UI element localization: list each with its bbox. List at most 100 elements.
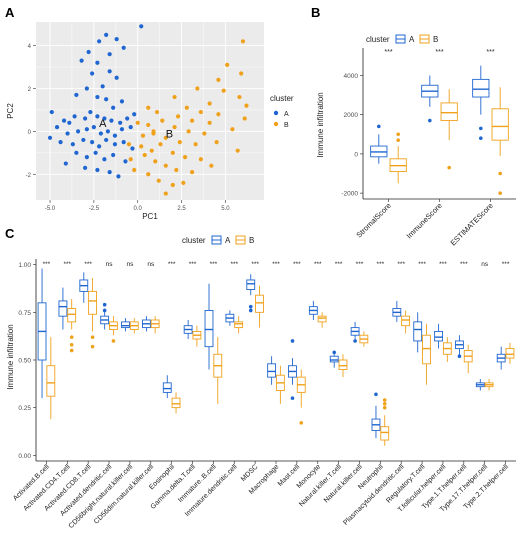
panel-a-point-a — [93, 150, 98, 155]
panel-c-b-iqr — [234, 321, 244, 329]
panel-a-point-a — [95, 167, 100, 173]
panel-a-point-b — [221, 88, 226, 93]
panel-a-point-a — [104, 137, 109, 143]
panel-a-point-a — [109, 118, 114, 123]
panel-a-point-b — [181, 180, 186, 185]
panel-a-point-a — [84, 86, 89, 91]
panel-a-point-a — [119, 99, 125, 104]
panel-a-point-a — [125, 116, 130, 121]
panel-c-a-box — [475, 379, 485, 391]
panel-a-point-b — [132, 167, 137, 173]
panel-b-axes: -2000 0 2000 4000 — [341, 48, 516, 200]
panel-a-plot-background — [36, 22, 264, 200]
panel-c-letter: C — [5, 226, 15, 241]
panel-a-point-a — [118, 120, 123, 125]
panel-c-b-box — [338, 354, 348, 378]
panel-c-b-box — [317, 312, 327, 328]
panel-a-point-a — [63, 161, 68, 166]
panel-a-legend-title: cluster — [270, 94, 294, 103]
panel-c-b-iqr — [46, 365, 56, 397]
panel-c-b-iqr — [505, 348, 515, 359]
panel-b-a-box — [421, 75, 439, 123]
panel-a-point-b — [128, 157, 133, 162]
panel-a-point-a — [95, 60, 100, 65]
panel-a-point-a — [67, 120, 72, 125]
panel-c-a-box — [37, 268, 47, 399]
panel-a-point-b — [151, 129, 156, 134]
panel-c-a-box — [246, 274, 256, 313]
panel-b-y-tick-label: 4000 — [344, 73, 359, 80]
panel-a-point-b — [195, 86, 200, 91]
panel-b-b-iqr — [440, 102, 458, 122]
panel-c-significance-label: *** — [439, 261, 447, 268]
panel-a-point-b — [146, 172, 151, 177]
panel-c-a-iqr — [58, 300, 68, 317]
panel-c-b-box — [88, 278, 97, 349]
panel-a-point-b — [177, 139, 182, 145]
panel-c-b-iqr — [317, 315, 327, 323]
panel-c-b-outlier — [111, 339, 116, 343]
panel-b-y-tick-label: 0 — [354, 151, 358, 158]
panel-a-point-b — [207, 101, 212, 106]
panel-a-point-a — [100, 84, 105, 89]
panel-a-point-a — [49, 109, 54, 115]
panel-c-significance-label: *** — [189, 261, 197, 268]
panel-b-b-box — [440, 89, 458, 170]
panel-c-a-iqr — [413, 321, 423, 342]
panel-c-significance-label: *** — [84, 261, 92, 268]
panel-a-point-a — [74, 92, 79, 98]
panel-a-point-a — [97, 144, 102, 149]
panel-a-centroid-label-a: A — [99, 118, 107, 130]
panel-c-b-box — [213, 337, 223, 404]
panel-c-b-outlier — [299, 421, 304, 425]
panel-a-point-b — [207, 120, 212, 125]
panel-c-significance-label: ns — [106, 261, 114, 268]
panel-a-point-a — [139, 24, 144, 29]
panel-c-b-box — [463, 344, 473, 374]
panel-b-legend: cluster A B — [366, 34, 438, 44]
panel-c-significance-label: *** — [210, 261, 218, 268]
panel-c-a-iqr — [121, 321, 130, 329]
panel-a-grid — [36, 22, 264, 200]
panel-a-point-b — [163, 135, 168, 140]
panel-a-point-a — [47, 135, 53, 140]
panel-c-a-box — [308, 300, 318, 320]
panel-a-point-a — [132, 112, 137, 117]
panel-a-ticks: -5.0 -2.5 0.0 2.5 5.0 -2 0 2 4 — [26, 44, 231, 212]
panel-c-y-tick-label: 0.75 — [18, 310, 31, 317]
panel-a-point-b — [244, 103, 249, 108]
panel-c-y-tick-label: 0.50 — [18, 358, 31, 365]
panel-c-b-box — [401, 310, 411, 334]
panel-a-y-tick-label: -2 — [26, 173, 32, 179]
panel-a-point-b — [216, 77, 221, 83]
panel-c-legend: cluster A B — [182, 235, 254, 245]
panel-a-point-b — [153, 159, 158, 164]
panel-b-b-box — [389, 132, 407, 184]
panel-a-point-b — [189, 170, 195, 175]
panel-a-point-b — [174, 167, 179, 173]
panel-c-b-outlier — [382, 405, 387, 410]
panel-a-point-a — [54, 124, 60, 130]
panel-a-point-a — [107, 52, 112, 57]
panel-b-boxplot: B cluster A B Immune infiltration -2000 0… — [311, 5, 516, 247]
panel-a-point-b — [230, 127, 235, 132]
panel-c-b-outlier — [69, 335, 74, 339]
panel-c-legend-title: cluster — [182, 236, 206, 245]
panel-c-a-outlier — [290, 396, 295, 400]
panel-a-point-a — [121, 139, 126, 145]
panel-a-point-a — [107, 69, 112, 74]
panel-a-point-b — [158, 142, 163, 147]
panel-a-point-b — [142, 152, 147, 158]
panel-a-point-a — [58, 139, 63, 145]
panel-c-b-outlier — [90, 344, 95, 349]
panel-c-significance-label: *** — [43, 261, 51, 268]
panel-a-point-a — [123, 159, 128, 164]
panel-c-b-iqr — [380, 426, 390, 441]
panel-c-a-outlier — [248, 304, 253, 309]
panel-c-a-outlier — [248, 308, 253, 313]
panel-c-legend-label-b: B — [249, 236, 254, 245]
panel-a-point-a — [111, 152, 116, 158]
panel-a-x-tick-label: -5.0 — [45, 206, 56, 212]
panel-c-y-tick-label: 0.25 — [18, 405, 31, 412]
panel-b-letter: B — [311, 5, 320, 20]
